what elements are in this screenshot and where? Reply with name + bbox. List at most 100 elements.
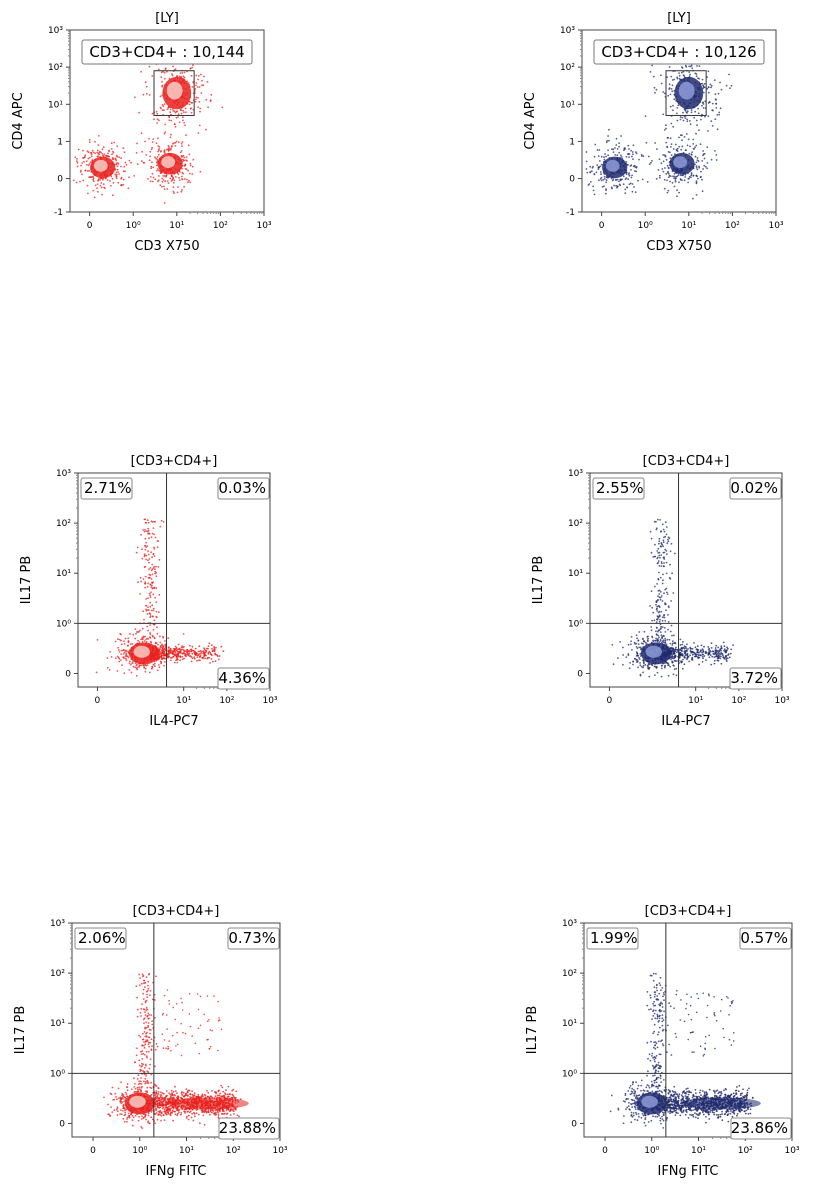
event-dot bbox=[167, 653, 169, 655]
event-dot bbox=[185, 654, 188, 656]
event-dot bbox=[159, 635, 161, 638]
event-dot bbox=[647, 637, 649, 640]
event-dot bbox=[142, 998, 145, 1000]
event-dot bbox=[666, 591, 668, 594]
event-dot bbox=[192, 158, 195, 161]
event-dot bbox=[109, 651, 111, 653]
event-dot bbox=[166, 70, 168, 73]
event-dot bbox=[647, 155, 650, 158]
event-dot bbox=[656, 607, 658, 610]
event-dot bbox=[189, 655, 191, 657]
event-dot bbox=[109, 1115, 111, 1117]
event-dot bbox=[124, 637, 127, 640]
event-dot bbox=[720, 662, 723, 665]
event-dot bbox=[145, 530, 148, 532]
event-dot bbox=[605, 192, 607, 195]
event-dot bbox=[76, 165, 79, 168]
event-dot bbox=[665, 550, 668, 552]
event-dot bbox=[137, 1074, 140, 1077]
event-dot bbox=[615, 144, 618, 146]
event-dot bbox=[592, 165, 594, 168]
event-dot bbox=[220, 1095, 222, 1097]
event-dot bbox=[660, 82, 663, 85]
event-dot bbox=[152, 176, 155, 179]
event-dot bbox=[140, 982, 143, 985]
event-dot bbox=[146, 664, 149, 666]
event-dot bbox=[213, 648, 216, 651]
event-dot bbox=[672, 125, 675, 128]
event-dot bbox=[662, 170, 665, 173]
y-tick-label: 10⁰ bbox=[50, 1069, 65, 1079]
event-dot bbox=[183, 1095, 186, 1097]
event-dot bbox=[718, 650, 721, 653]
event-dot bbox=[148, 94, 151, 96]
event-dot bbox=[627, 643, 630, 646]
event-dot bbox=[109, 180, 111, 182]
event-dot bbox=[704, 100, 707, 103]
event-dot bbox=[596, 149, 599, 151]
event-dot bbox=[181, 178, 184, 180]
event-dot bbox=[97, 155, 99, 158]
event-dot bbox=[144, 1063, 147, 1066]
event-dot bbox=[116, 1107, 119, 1110]
event-dot bbox=[189, 172, 191, 175]
event-dot bbox=[600, 179, 603, 182]
event-dot bbox=[673, 668, 676, 671]
event-dot bbox=[126, 1089, 129, 1092]
event-dot bbox=[107, 152, 109, 155]
y-tick-label: 10¹ bbox=[50, 1019, 65, 1029]
event-dot bbox=[698, 656, 701, 659]
event-dot bbox=[658, 593, 661, 595]
event-dot bbox=[198, 101, 201, 103]
event-dot bbox=[668, 88, 671, 90]
event-dot bbox=[704, 652, 707, 654]
event-dot bbox=[149, 155, 152, 158]
event-dot bbox=[148, 972, 151, 975]
event-dot bbox=[653, 86, 656, 89]
event-dot bbox=[83, 160, 85, 163]
event-dot bbox=[630, 149, 632, 152]
event-dot bbox=[710, 647, 713, 649]
event-dot bbox=[673, 98, 676, 101]
event-dot bbox=[214, 1112, 216, 1115]
event-dot bbox=[151, 1045, 153, 1048]
event-dot bbox=[130, 161, 132, 164]
event-dot bbox=[102, 183, 105, 186]
event-dot bbox=[585, 168, 588, 170]
event-dot bbox=[662, 539, 665, 542]
event-dot bbox=[688, 152, 691, 155]
event-dot bbox=[84, 154, 87, 157]
event-dot bbox=[182, 646, 184, 649]
event-dot bbox=[144, 667, 147, 670]
event-dot bbox=[638, 158, 640, 161]
cd3-cd4-gate[interactable] bbox=[665, 70, 707, 116]
event-dot bbox=[143, 664, 145, 667]
event-dot bbox=[145, 154, 148, 156]
event-dot bbox=[658, 542, 660, 545]
event-dot bbox=[709, 83, 712, 86]
event-dot bbox=[162, 70, 165, 73]
event-dot bbox=[701, 78, 704, 81]
event-dot bbox=[179, 649, 182, 652]
event-dot bbox=[129, 643, 132, 645]
event-dot bbox=[690, 176, 692, 179]
quadrant-stat-lower-right: 3.72% bbox=[730, 669, 778, 687]
event-dot bbox=[669, 151, 671, 154]
event-dot bbox=[123, 672, 126, 674]
event-dot bbox=[205, 654, 207, 657]
event-dot bbox=[169, 649, 172, 651]
event-dot bbox=[662, 528, 665, 531]
event-dot bbox=[205, 98, 208, 101]
event-dot bbox=[140, 533, 143, 536]
event-dot bbox=[691, 650, 694, 653]
cd3-cd4-gate[interactable] bbox=[153, 70, 195, 116]
event-dot bbox=[75, 181, 78, 184]
event-dot bbox=[97, 190, 99, 193]
event-dot bbox=[706, 146, 709, 149]
event-dot bbox=[650, 626, 653, 628]
event-dot bbox=[171, 650, 174, 653]
event-dot bbox=[87, 192, 89, 195]
event-dot bbox=[681, 179, 683, 182]
event-dot bbox=[689, 646, 692, 649]
event-dot bbox=[149, 1029, 152, 1031]
